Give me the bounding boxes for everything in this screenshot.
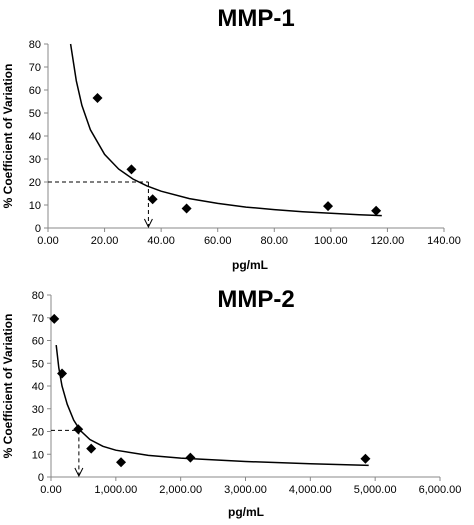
plot-area xyxy=(48,43,382,229)
chart-mmp2: MMP-2 % Coefficient of Variation pg/mL 0… xyxy=(1,286,461,519)
y-tick-label: 60 xyxy=(29,85,41,97)
y-tick-label: 50 xyxy=(29,108,41,120)
reference-arrowhead xyxy=(143,218,153,229)
chart-title: MMP-1 xyxy=(217,5,294,32)
tick-layer: 0 10 20 30 40 50 60 70 80 0.00 20.00 40.00 60.00 80.0… xyxy=(29,39,461,247)
y-axis-label: % Coefficient of Variation xyxy=(1,64,15,209)
plot-area xyxy=(49,313,371,478)
x-tick-label: 80.00 xyxy=(261,235,289,247)
y-tick-label: 20 xyxy=(32,427,44,439)
y-tick-label: 80 xyxy=(32,290,44,302)
x-tick-label: 3,000.00 xyxy=(224,484,267,496)
y-tick-label: 0 xyxy=(38,472,44,484)
x-tick-label: 140.00 xyxy=(427,235,461,247)
x-tick-label: 120.00 xyxy=(371,235,405,247)
x-tick-label: 2,000.00 xyxy=(159,484,202,496)
trendline xyxy=(55,345,369,467)
y-tick-label: 70 xyxy=(32,313,44,325)
trendline xyxy=(69,43,382,217)
x-tick-label: 0.00 xyxy=(37,235,58,247)
data-point xyxy=(92,93,103,104)
data-point xyxy=(86,443,97,454)
y-tick-label: 70 xyxy=(29,62,41,74)
data-point xyxy=(147,194,158,205)
data-point xyxy=(360,453,371,464)
data-point xyxy=(181,203,192,214)
y-tick-label: 30 xyxy=(32,404,44,416)
x-tick-label: 5,000.00 xyxy=(354,484,397,496)
x-tick-label: 20.00 xyxy=(91,235,119,247)
x-axis-label: pg/mL xyxy=(232,258,268,272)
y-tick-label: 40 xyxy=(29,131,41,143)
data-point xyxy=(371,205,382,216)
x-tick-label: 4,000.00 xyxy=(289,484,332,496)
data-point xyxy=(49,313,60,324)
x-tick-label: 60.00 xyxy=(204,235,232,247)
data-point xyxy=(185,452,196,463)
x-tick-label: 100.00 xyxy=(314,235,348,247)
y-tick-label: 50 xyxy=(32,358,44,370)
data-point xyxy=(116,457,127,468)
tick-layer: 0 10 20 30 40 50 60 70 80 0.00 1,000.00 2,000.00 3,0… xyxy=(32,290,462,496)
y-tick-label: 80 xyxy=(29,39,41,51)
y-axis-label: % Coefficient of Variation xyxy=(1,314,15,459)
x-tick-label: 1,000.00 xyxy=(94,484,137,496)
x-tick-label: 6,000.00 xyxy=(419,484,462,496)
y-tick-label: 10 xyxy=(32,449,44,461)
x-axis-label: pg/mL xyxy=(228,505,264,519)
reference-arrowhead xyxy=(74,467,84,478)
y-tick-label: 0 xyxy=(35,223,41,235)
x-tick-label: 0.00 xyxy=(40,484,61,496)
chart-title: MMP-2 xyxy=(217,286,294,313)
y-tick-label: 20 xyxy=(29,177,41,189)
chart-mmp1: MMP-1 % Coefficient of Variation pg/mL 0… xyxy=(1,5,461,272)
y-tick-label: 30 xyxy=(29,154,41,166)
data-point xyxy=(73,424,84,435)
y-tick-label: 40 xyxy=(32,381,44,393)
x-tick-label: 40.00 xyxy=(147,235,175,247)
y-tick-label: 10 xyxy=(29,200,41,212)
data-point xyxy=(57,368,68,379)
data-point xyxy=(126,164,137,175)
data-point xyxy=(323,201,334,212)
y-tick-label: 60 xyxy=(32,336,44,348)
